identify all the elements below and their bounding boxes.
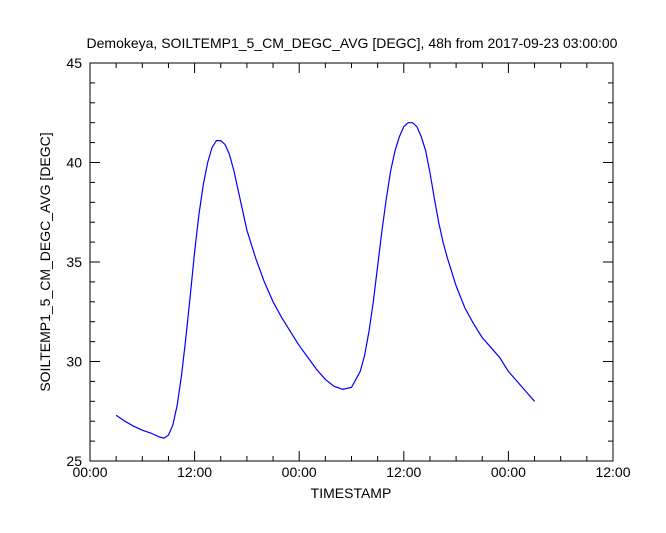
y-tick-label: 30 xyxy=(66,354,82,370)
x-tick-label: 00:00 xyxy=(491,464,526,480)
x-tick-label: 12:00 xyxy=(177,464,212,480)
y-tick-label: 25 xyxy=(66,453,82,469)
y-tick-label: 40 xyxy=(66,155,82,171)
chart-title: Demokeya, SOILTEMP1_5_CM_DEGC_AVG [DEGC]… xyxy=(87,35,618,51)
y-tick-label: 35 xyxy=(66,254,82,270)
x-tick-label: 00:00 xyxy=(282,464,317,480)
axis-tick-labels: 25 30 35 40 45 00:00 12:00 00:00 12:00 00:00 12:00 xyxy=(66,55,630,480)
x-axis-label: TIMESTAMP xyxy=(311,485,392,501)
x-tick-label: 00:00 xyxy=(72,464,107,480)
axis-ticks xyxy=(89,62,614,462)
y-tick-label: 45 xyxy=(66,55,82,71)
y-axis-label: SOILTEMP1_5_CM_DEGC_AVG [DEGC] xyxy=(37,132,53,391)
series-line xyxy=(115,122,536,439)
x-tick-label: 12:00 xyxy=(595,464,630,480)
x-tick-label: 12:00 xyxy=(386,464,421,480)
